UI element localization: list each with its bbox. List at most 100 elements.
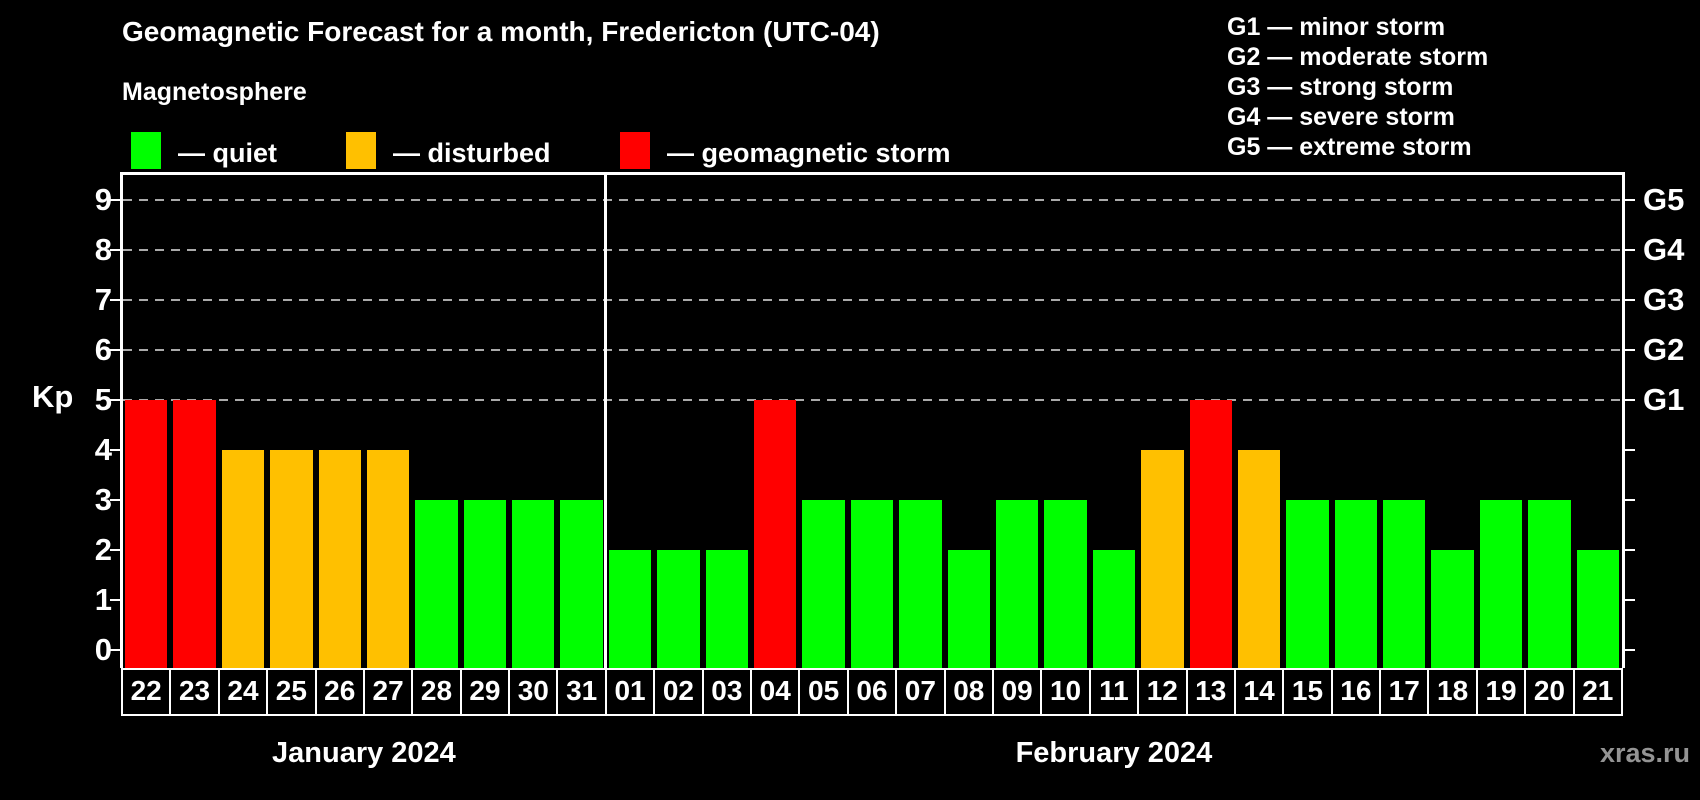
plot-border-top <box>120 172 1625 175</box>
y-tick-label-6: 6 <box>94 332 112 367</box>
day-label-05: 05 <box>798 668 849 716</box>
day-label-24: 24 <box>217 668 269 716</box>
g-scale-legend-item-g3: G3 — strong storm <box>1227 73 1454 101</box>
gridline-kp8 <box>123 249 1622 251</box>
kp-bar-day-14 <box>1237 450 1281 668</box>
day-label-07: 07 <box>895 668 946 716</box>
month-label-february: February 2024 <box>1015 737 1213 769</box>
kp-bar-day-13 <box>1189 400 1232 668</box>
y-tick-label-3: 3 <box>94 482 112 517</box>
day-label-11: 11 <box>1088 668 1140 716</box>
month-separator <box>604 174 608 668</box>
day-label-14: 14 <box>1233 668 1285 716</box>
gridline-kp9 <box>123 199 1622 201</box>
kp-bar-day-18 <box>1431 550 1474 668</box>
kp-bar-day-01 <box>608 550 652 668</box>
day-label-18: 18 <box>1427 668 1478 716</box>
kp-bar-day-10 <box>1044 500 1087 668</box>
day-label-08: 08 <box>943 668 994 716</box>
day-label-20: 20 <box>1524 668 1575 716</box>
kp-bar-day-30 <box>512 500 555 668</box>
y-tick-right-1 <box>1625 599 1635 601</box>
y-tick-label-9: 9 <box>94 182 112 217</box>
day-label-23: 23 <box>169 668 220 716</box>
day-label-28: 28 <box>411 668 462 716</box>
kp-bar-day-02 <box>657 550 700 668</box>
legend-label-quiet: — quiet <box>178 138 277 168</box>
day-label-03: 03 <box>701 668 753 716</box>
y-tick-left-6 <box>110 349 120 351</box>
kp-bar-day-07 <box>899 500 942 668</box>
y-tick-right-7 <box>1625 299 1635 301</box>
day-label-27: 27 <box>362 668 414 716</box>
kp-bar-day-24 <box>221 450 265 668</box>
y-tick-left-3 <box>110 499 120 501</box>
day-label-21: 21 <box>1572 668 1623 716</box>
legend-swatch-quiet <box>131 132 161 169</box>
legend-label-disturbed: — disturbed <box>393 138 551 168</box>
y-tick-right-8 <box>1625 249 1635 251</box>
subtitle-magnetosphere: Magnetosphere <box>122 78 307 106</box>
day-label-30: 30 <box>508 668 559 716</box>
day-label-15: 15 <box>1282 668 1333 716</box>
gridline-kp6 <box>123 349 1622 351</box>
y-tick-label-4: 4 <box>94 432 112 467</box>
kp-bar-day-16 <box>1334 500 1378 668</box>
kp-bar-day-11 <box>1092 550 1136 668</box>
legend-swatch-disturbed <box>346 132 376 169</box>
kp-bar-day-27 <box>366 450 410 668</box>
y-axis-title-kp: Kp <box>32 379 74 414</box>
kp-bar-day-25 <box>270 450 313 668</box>
y-tick-left-5 <box>110 399 120 401</box>
month-label-january: January 2024 <box>272 737 456 769</box>
g-scale-legend-item-g4: G4 — severe storm <box>1227 103 1455 131</box>
y-tick-left-2 <box>110 549 120 551</box>
kp-bar-day-19 <box>1479 500 1523 668</box>
day-label-17: 17 <box>1379 668 1430 716</box>
day-label-26: 26 <box>314 668 365 716</box>
g-scale-legend-item-g5: G5 — extreme storm <box>1227 133 1472 161</box>
watermark-xras: xras.ru <box>1599 738 1690 768</box>
g-axis-label-g3: G3 <box>1643 282 1685 317</box>
y-tick-right-5 <box>1625 399 1635 401</box>
g-scale-legend-item-g1: G1 — minor storm <box>1227 13 1446 41</box>
kp-bar-day-17 <box>1383 500 1426 668</box>
kp-bar-day-21 <box>1576 550 1619 668</box>
legend-swatch-storm <box>620 132 650 169</box>
y-tick-right-2 <box>1625 549 1635 551</box>
y-tick-left-4 <box>110 449 120 451</box>
day-label-09: 09 <box>991 668 1043 716</box>
gridline-kp7 <box>123 299 1622 301</box>
kp-bar-day-31 <box>560 500 603 668</box>
day-label-13: 13 <box>1185 668 1236 716</box>
kp-bar-day-06 <box>850 500 894 668</box>
page-title: Geomagnetic Forecast for a month, Freder… <box>122 16 880 47</box>
day-label-22: 22 <box>121 668 172 716</box>
y-tick-label-7: 7 <box>94 282 112 317</box>
day-label-04: 04 <box>750 668 801 716</box>
y-tick-left-0 <box>110 649 120 651</box>
g-axis-label-g1: G1 <box>1643 382 1685 417</box>
kp-bar-day-22 <box>125 400 168 668</box>
kp-bar-day-04 <box>754 400 797 668</box>
y-tick-right-4 <box>1625 449 1635 451</box>
day-label-25: 25 <box>266 668 317 716</box>
y-tick-label-5: 5 <box>94 382 112 417</box>
day-label-02: 02 <box>653 668 704 716</box>
g-axis-label-g5: G5 <box>1643 182 1685 217</box>
g-axis-label-g4: G4 <box>1643 232 1685 267</box>
y-tick-label-1: 1 <box>94 582 112 617</box>
kp-bar-day-12 <box>1141 450 1184 668</box>
kp-bar-day-15 <box>1286 500 1329 668</box>
kp-bar-day-20 <box>1528 500 1571 668</box>
y-axis-line-right <box>1622 172 1625 668</box>
kp-bar-day-28 <box>415 500 458 668</box>
day-label-01: 01 <box>604 668 656 716</box>
day-label-16: 16 <box>1330 668 1382 716</box>
y-tick-left-1 <box>110 599 120 601</box>
gridline-kp5 <box>123 399 1622 401</box>
y-axis-line-left <box>120 172 123 668</box>
y-tick-label-2: 2 <box>94 532 112 567</box>
kp-bar-day-26 <box>318 450 361 668</box>
